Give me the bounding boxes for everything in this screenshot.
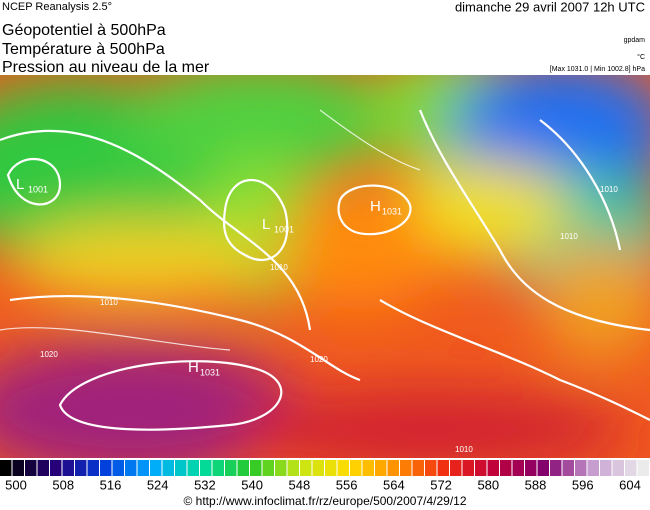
colorbar-swatch xyxy=(150,460,162,476)
colorbar-swatch xyxy=(225,460,237,476)
center-kind: L xyxy=(262,216,270,233)
colorbar-label: 572 xyxy=(430,477,452,492)
colorbar-swatch xyxy=(262,460,274,476)
colorbar-label: 540 xyxy=(241,477,263,492)
colorbar-swatch xyxy=(337,460,349,476)
center-kind: H xyxy=(370,198,381,215)
colorbar-swatch xyxy=(312,460,324,476)
colorbar-swatch xyxy=(412,460,424,476)
colorbar-swatch xyxy=(87,460,99,476)
colorbar-swatch xyxy=(25,460,37,476)
colorbar-swatch xyxy=(175,460,187,476)
colorbar-swatch xyxy=(462,460,474,476)
colorbar-label: 580 xyxy=(477,477,499,492)
colorbar-swatch xyxy=(450,460,462,476)
colorbar-swatch xyxy=(500,460,512,476)
colorbar-swatch xyxy=(287,460,299,476)
colorbar-swatch xyxy=(612,460,624,476)
title-line: Géopotentiel à 500hPa xyxy=(2,22,166,39)
isobar-label: 1020 xyxy=(310,355,328,364)
colorbar-label: 508 xyxy=(52,477,74,492)
colorbar-swatch xyxy=(212,460,224,476)
colorbar-label: 604 xyxy=(619,477,641,492)
colorbar-swatch xyxy=(250,460,262,476)
colorbar-swatch xyxy=(50,460,62,476)
footer: © http://www.infoclimat.fr/rz/europe/500… xyxy=(184,494,467,508)
source: NCEP Reanalysis 2.5° xyxy=(2,1,112,13)
colorbar-swatch xyxy=(600,460,612,476)
colorbar-label: 500 xyxy=(5,477,27,492)
colorbar-label: 556 xyxy=(336,477,358,492)
colorbar-swatch xyxy=(75,460,87,476)
colorbar-swatch xyxy=(325,460,337,476)
colorbar-swatch xyxy=(575,460,587,476)
center-value: 1001 xyxy=(274,224,294,234)
center-value: 1031 xyxy=(200,367,220,377)
colorbar-swatch xyxy=(375,460,387,476)
colorbar-swatch xyxy=(237,460,249,476)
center-kind: L xyxy=(16,176,24,193)
isobar-label: 1010 xyxy=(560,232,578,241)
unit: °C xyxy=(637,53,645,61)
colorbar-swatch xyxy=(12,460,24,476)
map xyxy=(0,75,650,458)
colorbar-label: 524 xyxy=(147,477,169,492)
colorbar-swatch xyxy=(637,460,649,476)
colorbar-swatch xyxy=(525,460,537,476)
center-kind: H xyxy=(188,359,199,376)
colorbar-swatch xyxy=(100,460,112,476)
colorbar-swatch xyxy=(300,460,312,476)
colorbar-swatch xyxy=(125,460,137,476)
colorbar-swatch xyxy=(400,460,412,476)
colorbar-swatch xyxy=(62,460,74,476)
colorbar-swatch xyxy=(200,460,212,476)
title-line: Pression au niveau de la mer xyxy=(2,59,210,76)
colorbar-swatch xyxy=(487,460,499,476)
date: dimanche 29 avril 2007 12h UTC xyxy=(455,0,645,14)
isobar-label: 1010 xyxy=(270,263,288,272)
colorbar-swatch xyxy=(625,460,637,476)
title-line: Température à 500hPa xyxy=(2,41,165,58)
colorbar-label: 596 xyxy=(572,477,594,492)
colorbar-label: 548 xyxy=(289,477,311,492)
colorbar-swatch xyxy=(162,460,174,476)
center-value: 1031 xyxy=(382,206,402,216)
colorbar-swatch xyxy=(137,460,149,476)
colorbar-swatch xyxy=(112,460,124,476)
colorbar-swatch xyxy=(37,460,49,476)
colorbar-label: 516 xyxy=(100,477,122,492)
colorbar-swatch xyxy=(550,460,562,476)
colorbar-label: 564 xyxy=(383,477,405,492)
colorbar-swatch xyxy=(387,460,399,476)
isobar-label: 1010 xyxy=(100,298,118,307)
colorbar-swatch xyxy=(0,460,12,476)
center-value: 1001 xyxy=(28,184,48,194)
colorbar-label: 532 xyxy=(194,477,216,492)
unit: gpdam xyxy=(624,37,646,44)
colorbar-swatch xyxy=(362,460,374,476)
colorbar-swatch xyxy=(587,460,599,476)
colorbar-swatch xyxy=(350,460,362,476)
isobar-label: 1010 xyxy=(455,445,473,454)
colorbar-swatch xyxy=(187,460,199,476)
colorbar-label: 588 xyxy=(525,477,547,492)
colorbar-swatch xyxy=(475,460,487,476)
colorbar-swatch xyxy=(537,460,549,476)
colorbar-swatch xyxy=(425,460,437,476)
isobar-label: 1010 xyxy=(600,185,618,194)
isobar-label: 1020 xyxy=(40,350,58,359)
colorbar-swatch xyxy=(275,460,287,476)
colorbar-swatch xyxy=(437,460,449,476)
colorbar-swatch xyxy=(512,460,524,476)
unit: [Max 1031.0 | Min 1002.8] hPa xyxy=(550,66,645,73)
colorbar-swatch xyxy=(562,460,574,476)
